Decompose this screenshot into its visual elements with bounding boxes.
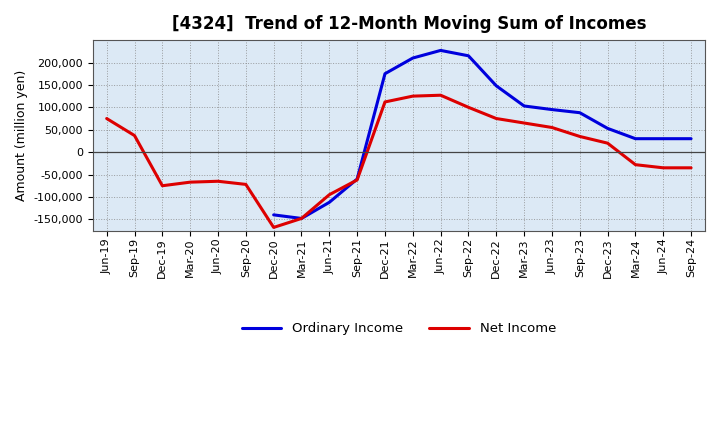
Ordinary Income xyxy=(381,71,390,77)
Net Income xyxy=(575,134,584,139)
Net Income xyxy=(186,180,194,185)
Net Income xyxy=(520,121,528,126)
Ordinary Income xyxy=(575,110,584,115)
Net Income xyxy=(269,225,278,230)
Ordinary Income xyxy=(297,216,306,221)
Net Income xyxy=(241,182,250,187)
Ordinary Income xyxy=(687,136,696,141)
Ordinary Income xyxy=(492,83,500,88)
Ordinary Income xyxy=(325,200,333,205)
Ordinary Income xyxy=(464,53,473,59)
Ordinary Income xyxy=(520,103,528,109)
Net Income xyxy=(102,116,111,121)
Net Income xyxy=(297,216,306,221)
Net Income xyxy=(214,179,222,184)
Net Income xyxy=(631,162,640,167)
Net Income xyxy=(492,116,500,121)
Legend: Ordinary Income, Net Income: Ordinary Income, Net Income xyxy=(237,317,562,341)
Net Income xyxy=(603,140,612,146)
Line: Net Income: Net Income xyxy=(107,95,691,227)
Text: [4324]  Trend of 12-Month Moving Sum of Incomes: [4324] Trend of 12-Month Moving Sum of I… xyxy=(172,15,647,33)
Line: Ordinary Income: Ordinary Income xyxy=(274,51,691,218)
Net Income xyxy=(659,165,667,170)
Net Income xyxy=(158,183,166,188)
Y-axis label: Amount (million yen): Amount (million yen) xyxy=(15,70,28,201)
Ordinary Income xyxy=(269,212,278,217)
Ordinary Income xyxy=(408,55,417,61)
Ordinary Income xyxy=(631,136,640,141)
Net Income xyxy=(325,192,333,198)
Net Income xyxy=(408,93,417,99)
Net Income xyxy=(353,177,361,183)
Net Income xyxy=(687,165,696,170)
Ordinary Income xyxy=(548,107,557,112)
Net Income xyxy=(464,105,473,110)
Ordinary Income xyxy=(353,176,361,182)
Net Income xyxy=(130,133,139,138)
Ordinary Income xyxy=(436,48,445,53)
Ordinary Income xyxy=(659,136,667,141)
Net Income xyxy=(436,92,445,98)
Ordinary Income xyxy=(603,126,612,131)
Net Income xyxy=(381,99,390,105)
Net Income xyxy=(548,125,557,130)
